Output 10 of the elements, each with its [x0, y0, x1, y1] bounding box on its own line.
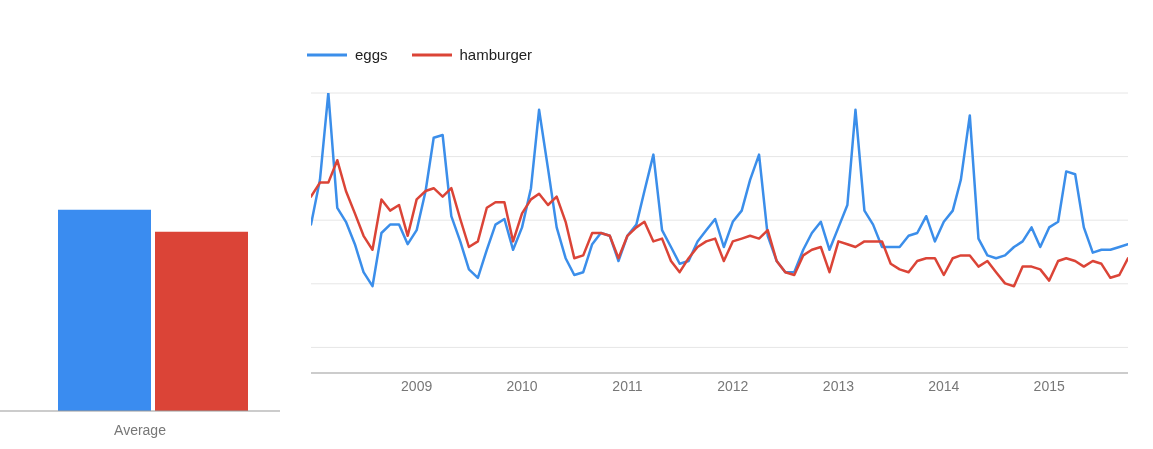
x-tick-label: 2014: [928, 377, 960, 394]
x-tick-label: 2013: [822, 377, 855, 394]
x-tick-label: 2009: [401, 377, 433, 394]
legend-label: eggs: [355, 46, 388, 63]
x-axis-title: Average: [114, 421, 167, 438]
x-tick-label: 2012: [717, 377, 749, 394]
legend-label: hamburger: [459, 46, 533, 63]
x-tick-label: 2011: [612, 377, 643, 394]
x-tick-label: 2010: [506, 377, 538, 394]
x-tick-label: 2015: [1033, 377, 1065, 394]
